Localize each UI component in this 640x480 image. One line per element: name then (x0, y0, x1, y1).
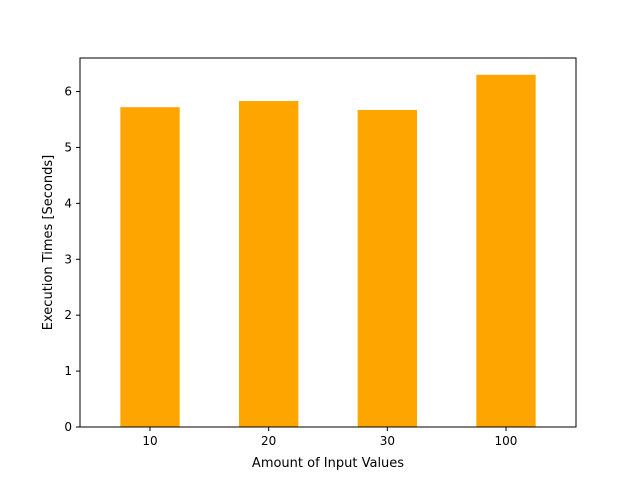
bar-20 (239, 101, 299, 428)
y-tick-label: 6 (64, 85, 72, 99)
y-tick-label: 5 (64, 140, 72, 154)
y-tick-label: 0 (64, 420, 72, 434)
y-tick-label: 3 (64, 252, 72, 266)
x-tick-label: 30 (380, 434, 395, 448)
y-axis-label: Execution Times [Seconds] (41, 155, 56, 330)
bar-100 (476, 74, 536, 427)
x-tick-label: 20 (261, 434, 276, 448)
y-tick-label: 4 (64, 196, 72, 210)
bar-30 (357, 109, 417, 427)
y-tick-label: 1 (64, 364, 72, 378)
y-tick-label: 2 (64, 308, 72, 322)
y-axis-ticks: 0 1 2 3 4 5 6 (64, 85, 80, 434)
x-axis-label: Amount of Input Values (252, 456, 404, 471)
x-axis-ticks: 10 20 30 100 (142, 427, 517, 448)
plot-frame (79, 57, 577, 428)
x-tick-label: 10 (142, 434, 157, 448)
bar-10 (120, 107, 180, 427)
bars-group (120, 74, 536, 428)
x-tick-label: 100 (495, 434, 518, 448)
